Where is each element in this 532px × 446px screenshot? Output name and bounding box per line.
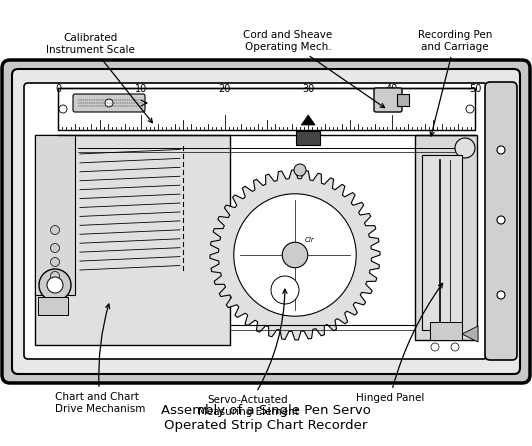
Circle shape — [497, 146, 505, 154]
Bar — [58, 88, 475, 130]
Text: 40: 40 — [386, 84, 398, 94]
Circle shape — [39, 269, 71, 301]
Text: Chart and Chart
Drive Mechanism: Chart and Chart Drive Mechanism — [55, 304, 145, 413]
FancyBboxPatch shape — [24, 83, 487, 359]
Polygon shape — [462, 326, 478, 342]
Circle shape — [51, 257, 60, 267]
Circle shape — [234, 194, 356, 316]
Circle shape — [59, 105, 67, 113]
Text: 50: 50 — [469, 84, 481, 94]
Text: Calibrated
Instrument Scale: Calibrated Instrument Scale — [46, 33, 152, 123]
Circle shape — [282, 242, 307, 268]
Circle shape — [51, 272, 60, 281]
Bar — [397, 94, 409, 106]
Polygon shape — [301, 115, 315, 125]
Circle shape — [455, 138, 475, 158]
Bar — [422, 155, 462, 330]
Circle shape — [271, 276, 299, 304]
Text: Hinged Panel: Hinged Panel — [356, 283, 443, 403]
Text: Recording Pen
and Carriage: Recording Pen and Carriage — [418, 30, 492, 136]
Text: Servo-Actuated
Measuring Element: Servo-Actuated Measuring Element — [197, 289, 298, 417]
FancyBboxPatch shape — [485, 82, 517, 360]
Text: 0: 0 — [55, 84, 61, 94]
Circle shape — [451, 343, 459, 351]
Text: 20: 20 — [219, 84, 231, 94]
Text: Cord and Sheave
Operating Mech.: Cord and Sheave Operating Mech. — [243, 30, 385, 107]
Circle shape — [466, 105, 474, 113]
FancyBboxPatch shape — [12, 69, 520, 374]
Bar — [38, 297, 68, 315]
FancyBboxPatch shape — [2, 60, 530, 383]
Bar — [415, 135, 477, 340]
Bar — [430, 322, 462, 340]
Text: 30: 30 — [302, 84, 314, 94]
Circle shape — [497, 291, 505, 299]
Bar — [296, 131, 320, 145]
Text: Assembly of a Single Pen Servo
Operated Strip Chart Recorder: Assembly of a Single Pen Servo Operated … — [161, 404, 371, 432]
Text: 10: 10 — [135, 84, 147, 94]
Circle shape — [105, 99, 113, 107]
Polygon shape — [210, 170, 380, 340]
Circle shape — [51, 226, 60, 235]
Bar — [35, 135, 75, 295]
Circle shape — [51, 244, 60, 252]
Text: Clr: Clr — [305, 237, 315, 243]
Circle shape — [294, 164, 306, 176]
Bar — [35, 135, 230, 345]
Circle shape — [497, 216, 505, 224]
Circle shape — [47, 277, 63, 293]
Circle shape — [431, 343, 439, 351]
FancyBboxPatch shape — [73, 94, 145, 112]
FancyBboxPatch shape — [374, 88, 402, 112]
